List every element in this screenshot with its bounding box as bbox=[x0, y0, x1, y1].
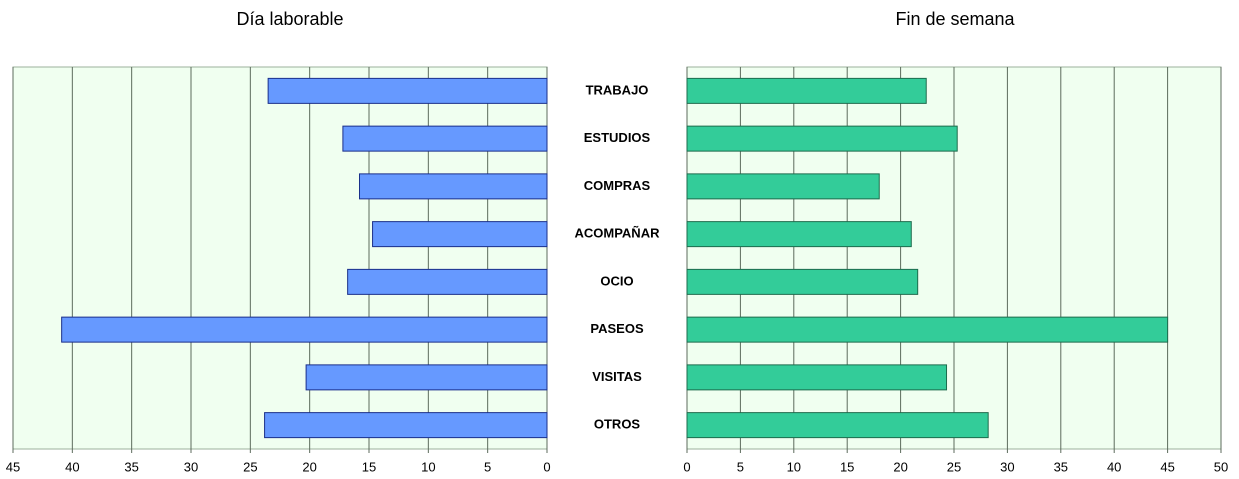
category-label: OTROS bbox=[594, 417, 641, 432]
x-tick-label: 5 bbox=[484, 459, 491, 474]
x-tick-label: 25 bbox=[243, 459, 257, 474]
bar bbox=[686, 364, 948, 391]
x-tick-label: 45 bbox=[6, 459, 20, 474]
bar bbox=[61, 316, 548, 343]
category-label: TRABAJO bbox=[586, 82, 649, 97]
chart-title: Fin de semana bbox=[895, 9, 1015, 29]
category-label: COMPRAS bbox=[584, 178, 651, 193]
bar bbox=[372, 221, 548, 248]
bar bbox=[686, 125, 958, 152]
x-tick-label: 30 bbox=[1000, 459, 1014, 474]
category-label: ESTUDIOS bbox=[584, 130, 651, 145]
x-tick-label: 0 bbox=[683, 459, 690, 474]
x-tick-label: 20 bbox=[302, 459, 316, 474]
bar bbox=[686, 221, 912, 248]
x-tick-label: 10 bbox=[421, 459, 435, 474]
x-tick-label: 40 bbox=[65, 459, 79, 474]
x-tick-label: 15 bbox=[840, 459, 854, 474]
bar bbox=[686, 77, 927, 104]
category-label: PASEOS bbox=[590, 321, 644, 336]
x-tick-label: 25 bbox=[947, 459, 961, 474]
chart-title: Día laborable bbox=[236, 9, 343, 29]
x-tick-label: 30 bbox=[184, 459, 198, 474]
x-tick-label: 5 bbox=[737, 459, 744, 474]
bar bbox=[686, 412, 989, 439]
bar bbox=[305, 364, 548, 391]
bar bbox=[267, 77, 548, 104]
x-tick-label: 50 bbox=[1214, 459, 1228, 474]
category-label: ACOMPAÑAR bbox=[575, 226, 661, 241]
bar bbox=[264, 412, 548, 439]
x-tick-label: 0 bbox=[543, 459, 550, 474]
x-tick-label: 35 bbox=[1054, 459, 1068, 474]
category-label: VISITAS bbox=[592, 369, 642, 384]
x-tick-label: 40 bbox=[1107, 459, 1121, 474]
category-label: OCIO bbox=[600, 273, 633, 288]
bar bbox=[686, 173, 880, 200]
x-tick-label: 35 bbox=[124, 459, 138, 474]
x-tick-label: 20 bbox=[893, 459, 907, 474]
x-tick-label: 10 bbox=[787, 459, 801, 474]
bar bbox=[686, 316, 1169, 343]
bar bbox=[342, 125, 548, 152]
x-tick-label: 45 bbox=[1160, 459, 1174, 474]
bar bbox=[347, 268, 548, 295]
bar bbox=[686, 268, 919, 295]
x-tick-label: 15 bbox=[362, 459, 376, 474]
bar bbox=[359, 173, 548, 200]
plot-area bbox=[12, 66, 548, 450]
